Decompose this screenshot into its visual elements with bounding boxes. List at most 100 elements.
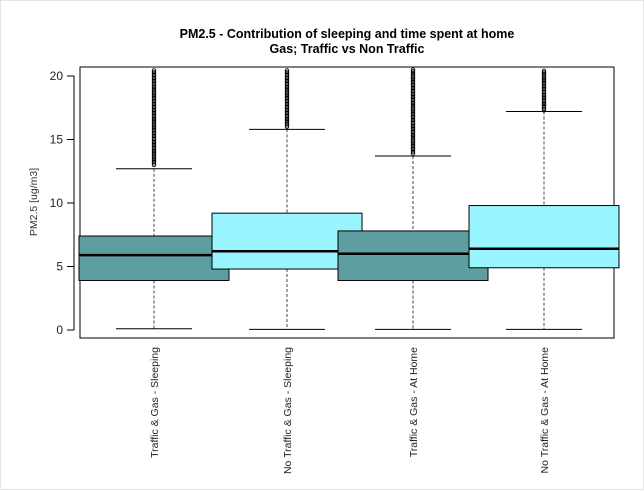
outlier-point (541, 82, 547, 87)
outlier-point (151, 103, 157, 108)
outlier-point (410, 70, 416, 75)
y-tick-label: 10 (50, 196, 64, 210)
outlier-point (151, 138, 157, 143)
outlier-point (541, 79, 547, 84)
y-axis-ticks: 0 5 10 15 20 (50, 69, 74, 337)
outlier-point (410, 94, 416, 100)
outlier-point (284, 69, 290, 75)
outlier-point (151, 115, 157, 120)
y-tick-label: 15 (50, 133, 64, 147)
outlier-point (151, 104, 157, 110)
outlier-point (410, 88, 416, 94)
outlier-point (284, 97, 290, 102)
outlier-point (151, 126, 157, 131)
outlier-point (284, 71, 290, 76)
outlier-point (151, 95, 157, 101)
outlier-point (151, 153, 157, 158)
outlier-point (151, 109, 157, 114)
outlier-point (541, 105, 547, 110)
outlier-point (151, 145, 157, 151)
outlier-point (410, 122, 416, 127)
outlier-point (151, 156, 157, 162)
outlier-point (284, 95, 290, 101)
outlier-point (284, 116, 290, 122)
outlier-point (410, 97, 416, 103)
outlier-point (541, 73, 547, 78)
iqr-box (78, 235, 230, 281)
outlier-point (410, 102, 416, 107)
outlier-point (151, 80, 157, 85)
outlier-point (284, 104, 290, 110)
outlier-point (151, 148, 157, 154)
outlier-point (410, 113, 416, 118)
outlier-points (541, 68, 547, 113)
outlier-point (151, 88, 157, 93)
outlier-point (541, 92, 547, 98)
outlier-point (410, 79, 416, 85)
outlier-point (151, 152, 157, 157)
outlier-point (410, 75, 416, 80)
outlier-point (410, 68, 416, 74)
outlier-points (151, 68, 157, 168)
outlier-point (541, 100, 547, 105)
outlier-point (284, 123, 290, 128)
outlier-point (284, 106, 290, 111)
outlier-point (541, 80, 547, 86)
outlier-point (410, 119, 416, 124)
iqr-box (211, 212, 363, 270)
outlier-point (151, 123, 157, 128)
outlier-point (410, 151, 416, 156)
outlier-point (410, 132, 416, 138)
outlier-point (151, 139, 157, 145)
outlier-point (284, 88, 290, 93)
outlier-point (284, 101, 290, 107)
y-axis-label: PM2.5 [ug/m3] (28, 168, 40, 236)
outlier-point (410, 82, 416, 88)
outlier-point (151, 116, 157, 122)
outlier-point (541, 85, 547, 90)
outlier-point (410, 96, 416, 101)
outlier-point (410, 140, 416, 146)
outlier-point (151, 158, 157, 163)
outlier-point (151, 136, 157, 142)
y-tick-label: 0 (56, 323, 63, 337)
outlier-point (410, 72, 416, 77)
outlier-point (410, 91, 416, 97)
outlier-point (284, 86, 290, 91)
outlier-point (410, 123, 416, 129)
category-label: No Traffic & Gas - At Home (539, 347, 551, 474)
outlier-point (151, 127, 157, 133)
category-label: Traffic & Gas - At Home (408, 347, 420, 457)
outlier-point (151, 118, 157, 123)
outlier-point (410, 116, 416, 121)
outlier-point (151, 74, 157, 79)
outlier-point (284, 81, 290, 87)
outlier-point (410, 81, 416, 86)
outlier-point (410, 114, 416, 120)
outlier-point (410, 137, 416, 142)
outlier-point (151, 97, 157, 102)
y-tick-label: 5 (56, 260, 63, 274)
outlier-point (410, 100, 416, 106)
outlier-point (284, 124, 290, 129)
outlier-point (541, 101, 547, 107)
outlier-point (151, 120, 157, 125)
outlier-point (541, 88, 547, 93)
outlier-point (151, 94, 157, 99)
outlier-point (151, 89, 157, 94)
outlier-point (284, 89, 290, 94)
outlier-point (284, 68, 290, 73)
iqr-box (337, 230, 489, 281)
outlier-point (410, 149, 416, 155)
outlier-point (410, 126, 416, 132)
outlier-point (541, 83, 547, 89)
outlier-point (284, 98, 290, 104)
outlier-point (284, 83, 290, 88)
outlier-point (410, 93, 416, 98)
outlier-point (284, 91, 290, 96)
outlier-point (284, 74, 290, 79)
outlier-point (410, 84, 416, 89)
outlier-point (151, 150, 157, 155)
outlier-point (151, 77, 157, 82)
box-series (78, 67, 620, 330)
